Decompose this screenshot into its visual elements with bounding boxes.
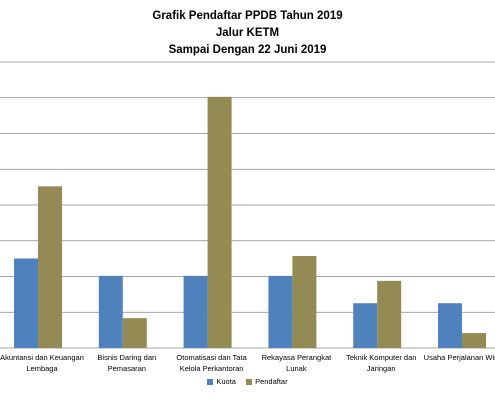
bar-pendaftar-0 — [38, 186, 62, 348]
category-label-line: Rekayasa Perangkat — [261, 353, 332, 362]
category-label-5: Usaha Perjalanan Wisata — [416, 352, 495, 363]
category-label-3: Rekayasa Perangkat Lunak — [246, 352, 346, 374]
legend-swatch-pendaftar — [246, 378, 253, 385]
category-label-line: Lunak — [286, 364, 307, 373]
bar-kuota-5 — [438, 303, 462, 348]
category-label-4: Teknik Komputer dan Jaringan — [331, 352, 431, 374]
category-label-line: Lembaga — [26, 364, 58, 373]
chart-title-line-3: Sampai Dengan 22 Juni 2019 — [168, 44, 327, 56]
category-label-line: Teknik Komputer dan — [345, 353, 417, 362]
legend-label-pendaftar: Pendaftar — [255, 377, 288, 386]
legend: Kuota Pendaftar — [0, 377, 495, 387]
chart-title-line-2: Jalur KETM — [215, 27, 280, 39]
legend-label-kuota: Kuota — [216, 377, 236, 386]
category-label-line: Usaha Perjalanan Wisata — [423, 353, 495, 362]
bar-kuota-2 — [183, 275, 208, 348]
category-label-line: Jaringan — [366, 364, 396, 373]
legend-item-kuota: Kuota — [207, 377, 236, 386]
category-label-line: Pemasaran — [107, 364, 146, 373]
bar-kuota-0 — [14, 258, 38, 348]
category-label-line: Akuntansi dan Keuangan — [0, 353, 84, 362]
bar-pendaftar-4 — [377, 280, 402, 348]
bar-kuota-1 — [98, 275, 123, 348]
chart-title-line-1: Grafik Pendaftar PPDB Tahun 2019 — [152, 10, 343, 22]
category-label-line: Otomatisasi dan Tata — [176, 353, 247, 362]
bar-pendaftar-2 — [207, 96, 232, 349]
legend-item-pendaftar: Pendaftar — [246, 377, 288, 386]
legend-swatch-kuota — [207, 378, 214, 385]
category-label-2: Otomatisasi dan Tata Kelola Perkantoran — [162, 352, 262, 374]
category-label-0: Akuntansi dan Keuangan Lembaga — [0, 352, 92, 374]
category-label-1: Bisnis Daring dan Pemasaran — [77, 352, 177, 374]
bar-kuota-3 — [268, 275, 293, 348]
bar-pendaftar-3 — [292, 255, 317, 348]
bar-pendaftar-5 — [462, 333, 486, 348]
category-label-line: Bisnis Daring dan — [97, 353, 157, 362]
chart-title: Grafik Pendaftar PPDB Tahun 2019 Jalur K… — [0, 8, 495, 59]
bar-kuota-4 — [353, 303, 378, 348]
bar-pendaftar-1 — [122, 318, 147, 348]
category-label-line: Kelola Perkantoran — [179, 364, 244, 373]
